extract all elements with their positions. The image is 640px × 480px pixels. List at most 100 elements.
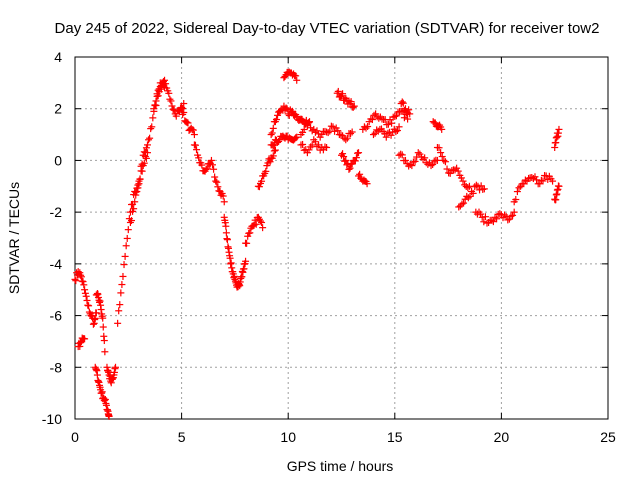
- x-tick-label: 20: [494, 429, 510, 445]
- data-point: [509, 211, 517, 219]
- data-point: [347, 130, 355, 138]
- data-point: [193, 146, 201, 154]
- data-point: [438, 153, 446, 161]
- y-tick-label: -4: [50, 256, 63, 272]
- data-point: [555, 125, 563, 133]
- data-point: [504, 216, 512, 224]
- data-point: [178, 105, 186, 113]
- data-point: [77, 273, 85, 281]
- data-point: [119, 272, 127, 280]
- data-point: [342, 136, 350, 144]
- data-point: [488, 216, 496, 224]
- data-point: [389, 113, 397, 121]
- data-point: [77, 339, 85, 347]
- data-point: [437, 149, 445, 157]
- data-point: [212, 177, 220, 185]
- data-point: [74, 268, 82, 276]
- data-point: [82, 292, 90, 300]
- data-point: [147, 125, 155, 133]
- data-point: [149, 114, 157, 122]
- data-point: [477, 182, 485, 190]
- data-point: [116, 301, 124, 309]
- data-point: [349, 103, 357, 111]
- data-point: [121, 252, 129, 260]
- plot-frame: [74, 56, 609, 420]
- data-point: [283, 105, 291, 113]
- data-point: [269, 124, 277, 132]
- data-point: [134, 181, 142, 189]
- data-point: [406, 110, 414, 118]
- data-point: [307, 124, 315, 132]
- data-point: [343, 134, 351, 142]
- data-point: [334, 127, 342, 135]
- data-point: [478, 213, 486, 221]
- data-point: [454, 167, 462, 175]
- data-point: [339, 90, 347, 98]
- data-point: [364, 123, 372, 131]
- data-point: [124, 226, 132, 234]
- data-point: [348, 128, 356, 136]
- data-point: [120, 261, 128, 269]
- data-point: [99, 323, 107, 331]
- data-point: [398, 151, 406, 159]
- data-point: [368, 116, 376, 124]
- data-point: [334, 87, 342, 95]
- data-point: [131, 198, 139, 206]
- data-point: [433, 156, 441, 164]
- data-point: [242, 257, 250, 265]
- data-point: [529, 175, 537, 183]
- data-point: [292, 72, 300, 80]
- data-point: [81, 335, 89, 343]
- data-point: [275, 137, 283, 145]
- data-point: [351, 157, 359, 165]
- data-point: [387, 131, 395, 139]
- data-point: [311, 128, 319, 136]
- data-point: [198, 161, 206, 169]
- data-point: [158, 79, 166, 87]
- data-point: [313, 127, 321, 135]
- data-point: [375, 114, 383, 122]
- data-point: [329, 123, 337, 131]
- y-tick-label: -2: [50, 204, 63, 220]
- data-point: [105, 412, 113, 420]
- data-point: [122, 242, 130, 250]
- data-point: [398, 98, 406, 106]
- data-point: [521, 176, 529, 184]
- data-point: [79, 278, 87, 286]
- data-point: [145, 136, 153, 144]
- data-point: [382, 133, 390, 141]
- data-point: [183, 118, 191, 126]
- data-point: [350, 102, 358, 110]
- data-point: [132, 191, 140, 199]
- data-point: [115, 307, 123, 315]
- data-point: [362, 124, 370, 132]
- data-point: [167, 97, 175, 105]
- data-point: [146, 134, 154, 142]
- data-point: [346, 164, 354, 172]
- data-point: [405, 106, 413, 114]
- data-point: [258, 218, 266, 226]
- data-point: [190, 131, 198, 139]
- data-point: [401, 105, 409, 113]
- x-tick-label: 0: [71, 429, 79, 445]
- data-point: [435, 144, 443, 152]
- data-point: [419, 155, 427, 163]
- data-point: [209, 161, 217, 169]
- data-point: [100, 337, 108, 345]
- data-point: [392, 112, 400, 120]
- data-point: [211, 173, 219, 181]
- data-point: [202, 165, 210, 173]
- data-point: [99, 314, 107, 322]
- data-point: [438, 125, 446, 133]
- data-point: [539, 177, 547, 185]
- data-point: [195, 154, 203, 162]
- data-point: [266, 158, 274, 166]
- data-point: [496, 210, 504, 218]
- data-point: [324, 129, 332, 137]
- data-point: [421, 154, 429, 162]
- data-point: [80, 281, 88, 289]
- data-point: [252, 220, 260, 228]
- data-point: [401, 156, 409, 164]
- data-point: [140, 159, 148, 167]
- data-point: [92, 309, 100, 317]
